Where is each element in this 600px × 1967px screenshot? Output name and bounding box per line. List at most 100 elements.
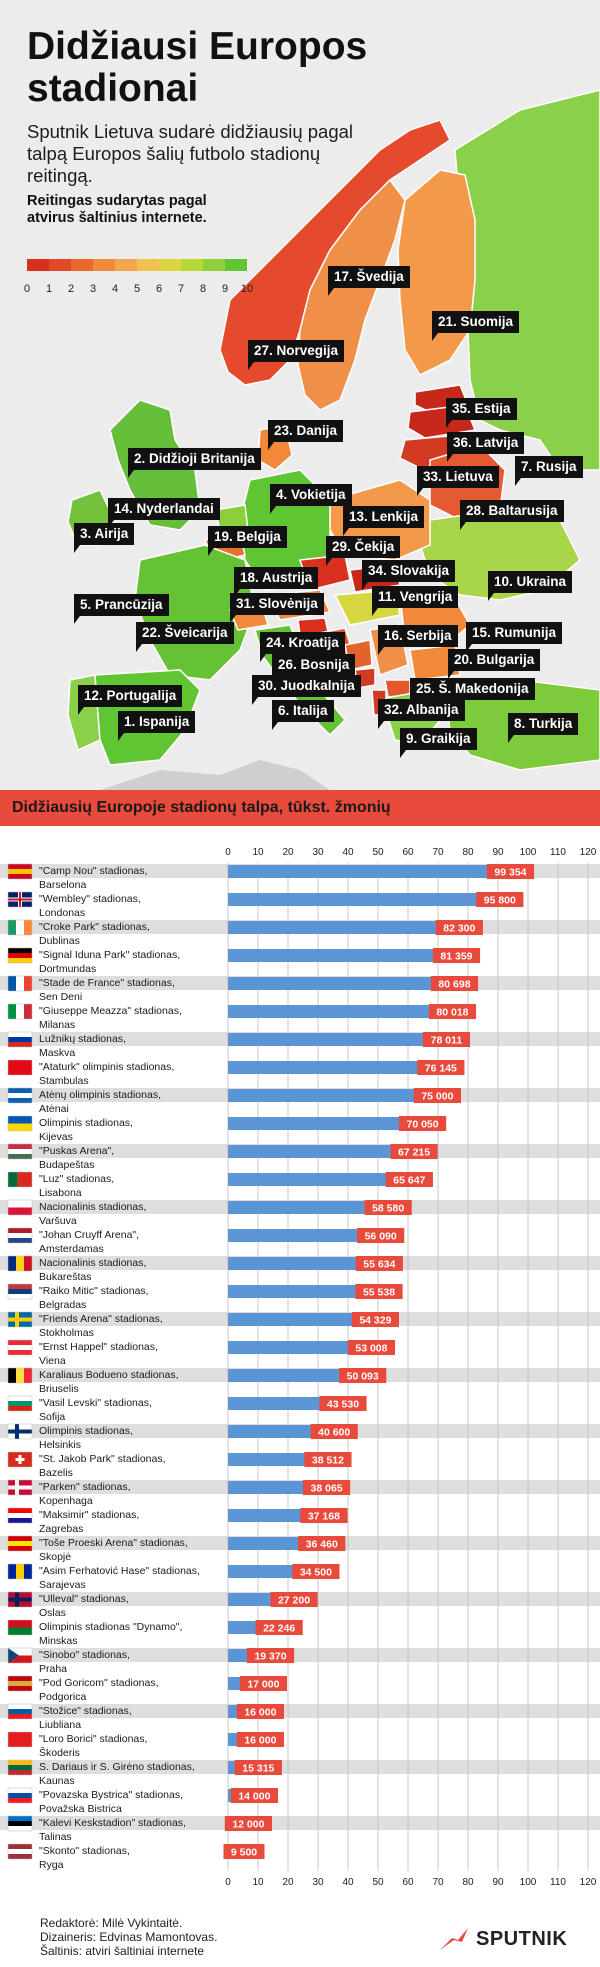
rating-scale-ticks: 0 1 2 3 4 5 6 7 8 9 10 <box>24 283 256 297</box>
sputnik-logo: SPUTNIK <box>438 1924 567 1954</box>
stadium-name: Atėnų olimpinis stadionas, <box>39 1089 161 1101</box>
value-label-box <box>422 1032 471 1047</box>
value-label-box <box>351 1312 399 1327</box>
x-tick-label-top: 60 <box>402 847 414 858</box>
x-tick-label-bottom: 10 <box>252 1877 264 1888</box>
value-label: 34 500 <box>300 1567 332 1579</box>
stadium-name: "Pod Goricom" stadionas, <box>39 1677 159 1689</box>
map-label-bulgaria: 20. Bulgarija <box>448 649 541 679</box>
rating-swatch-8 <box>203 259 225 271</box>
x-tick-label-top: 70 <box>432 847 444 858</box>
value-label: 36 460 <box>306 1539 338 1551</box>
stadium-city: Bukareštas <box>39 1271 92 1283</box>
stadium-name: Lužnikų stadionas, <box>39 1033 126 1045</box>
map-label-montenegro: 30. Juodkalnija <box>252 675 361 705</box>
capacity-bar <box>228 1201 404 1214</box>
sweden-flag <box>7 1311 33 1328</box>
value-label: 12 000 <box>232 1819 264 1831</box>
stadium-name: Olimpinis stadionas, <box>39 1117 133 1129</box>
stadium-name: "Stožice" stadionas, <box>39 1705 132 1717</box>
stadium-city: Škoderis <box>39 1746 80 1759</box>
stadium-name: "Loro Borici" stadionas, <box>39 1733 147 1745</box>
value-label: 76 145 <box>425 1063 457 1075</box>
map-label-poland: 13. Lenkija <box>343 506 425 536</box>
ukraine-flag <box>7 1115 33 1132</box>
stadium-city: Maskva <box>39 1047 75 1059</box>
map-section: Didžiausi Europos stadionai Sputnik Liet… <box>0 0 600 790</box>
map-label-slovenia: 31. Slovėnija <box>230 593 324 623</box>
value-label: 53 008 <box>355 1343 387 1355</box>
value-label-box <box>236 1704 284 1719</box>
value-label: 17 000 <box>247 1679 279 1691</box>
x-tick-label-bottom: 60 <box>402 1877 414 1888</box>
value-label-box <box>300 1508 348 1523</box>
rating-swatch-7 <box>181 259 203 271</box>
x-tick-label-bottom: 90 <box>492 1877 504 1888</box>
capacity-bar <box>228 921 475 934</box>
albania-flag <box>7 1731 33 1748</box>
capacity-bar <box>228 1005 469 1018</box>
value-label: 38 065 <box>311 1483 343 1495</box>
x-tick-label-top: 90 <box>492 847 504 858</box>
denmark-flag <box>7 1479 33 1496</box>
stadium-name: "Signal Iduna Park" stadionas, <box>39 949 180 961</box>
stadium-city: Londonas <box>39 907 85 919</box>
x-tick-label-top: 120 <box>580 847 597 858</box>
value-label: 16 000 <box>244 1735 276 1747</box>
capacity-bar-chart: 0 0 10 10 20 20 30 30 40 40 50 50 60 60 70 70 80 80 90 90 10… <box>0 847 600 1888</box>
stadium-name: "Puskas Arena", <box>39 1145 114 1157</box>
map-norway <box>219 119 451 386</box>
map-label-france: 5. Prancūzija <box>74 594 169 624</box>
norway-flag <box>7 1591 33 1608</box>
value-label-box <box>430 976 479 991</box>
stadium-city: Liubliana <box>39 1719 81 1731</box>
stadium-city: Barselona <box>39 879 86 891</box>
value-label-box <box>432 948 481 963</box>
stadium-name: "Ataturk" olimpinis stadionas, <box>39 1061 174 1073</box>
x-tick-label-bottom: 30 <box>312 1877 324 1888</box>
value-label-box <box>319 1396 367 1411</box>
stadium-name: "St. Jakob Park" stadionas, <box>39 1453 166 1465</box>
map-label-lithuania: 33. Lietuva <box>417 466 499 496</box>
value-label: 9 500 <box>231 1847 257 1859</box>
value-label: 80 018 <box>436 1007 468 1019</box>
value-label-box <box>357 1228 405 1243</box>
value-label-box <box>428 1004 477 1019</box>
stadium-city: Oslas <box>39 1607 66 1619</box>
stadium-city: Praha <box>39 1663 67 1675</box>
bulgaria-flag <box>7 1395 33 1412</box>
value-label-box <box>246 1648 295 1663</box>
croatia-flag <box>7 1507 33 1524</box>
value-label: 15 315 <box>242 1763 274 1775</box>
value-label: 19 370 <box>254 1651 286 1663</box>
map-label-north-macedonia: 25. Š. Makedonija <box>410 678 535 708</box>
turkey-flag <box>7 1059 33 1076</box>
capacity-bar <box>228 1033 463 1046</box>
x-tick-label-bottom: 80 <box>462 1877 474 1888</box>
stadium-city: Lisabona <box>39 1187 82 1199</box>
latvia-flag <box>7 1843 33 1860</box>
stadium-name: "Ernst Happel" stadionas, <box>39 1341 158 1353</box>
switzerland-flag <box>7 1451 33 1468</box>
stadium-name: "Camp Nou" stadionas, <box>39 865 147 877</box>
value-label: 81 359 <box>440 951 472 963</box>
poland-flag <box>7 1199 33 1216</box>
value-label: 38 512 <box>312 1455 344 1467</box>
stadium-name: Olimpinis stadionas "Dynamo", <box>39 1621 182 1633</box>
austria-flag <box>7 1339 33 1356</box>
value-label-box <box>223 1844 265 1859</box>
map-label-albania: 32. Albanija <box>378 699 465 729</box>
capacity-bar <box>228 1145 430 1158</box>
map-label-austria: 18. Austrija <box>234 567 319 597</box>
rating-tick-label: 5 <box>133 283 141 295</box>
x-tick-label-bottom: 50 <box>372 1877 384 1888</box>
value-label-box <box>398 1116 447 1131</box>
value-label-box <box>486 864 535 879</box>
rating-tick-label: 7 <box>177 283 185 295</box>
intro-text: Sputnik Lietuva sudarė didžiausių pagal … <box>27 121 354 186</box>
stadium-name: "Luz" stadionas, <box>39 1173 114 1185</box>
estonia-flag <box>7 1815 33 1832</box>
credit-sources: Šaltinis: atviri šaltiniai internete <box>40 1944 205 1958</box>
x-tick-label-top: 10 <box>252 847 264 858</box>
